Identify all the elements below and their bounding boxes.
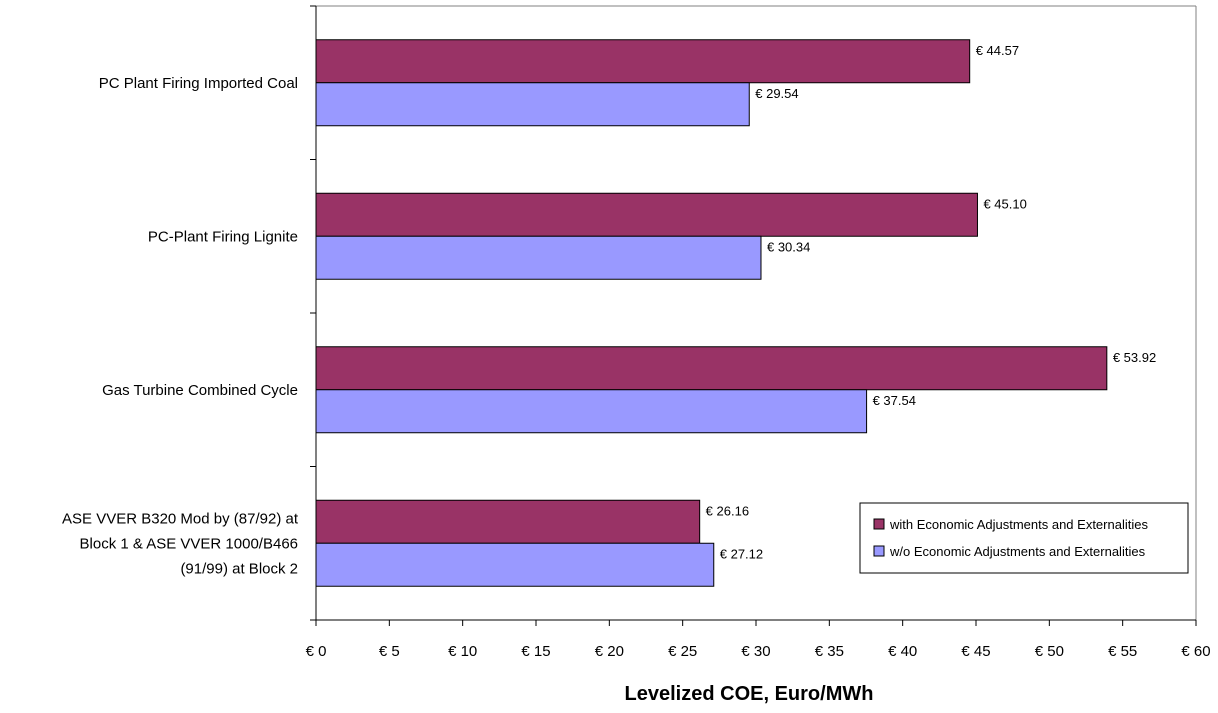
data-label: € 45.10 (983, 196, 1026, 211)
x-tick-label: € 50 (1035, 643, 1064, 660)
category-label-line: (91/99) at Block 2 (180, 560, 298, 577)
data-label: € 37.54 (873, 393, 916, 408)
x-tick-label: € 25 (668, 643, 697, 660)
x-axis-title: Levelized COE, Euro/MWh (625, 683, 874, 705)
category-labels: PC Plant Firing Imported Coal PC-Plant Fi… (62, 75, 299, 578)
legend-swatch (873, 545, 885, 557)
x-tick-label: € 55 (1108, 643, 1137, 660)
category-label: PC-Plant Firing Lignite (148, 228, 298, 245)
legend-entry-label: with Economic Adjustments and Externalit… (889, 517, 1148, 532)
bar-without-adjustments (315, 542, 715, 587)
x-tick-label: € 60 (1181, 643, 1210, 660)
bar-without-adjustments (315, 389, 868, 434)
x-tick-label: € 5 (379, 643, 400, 660)
category-label-line: ASE VVER B320 Mod by (87/92) at (62, 510, 299, 527)
x-tick-label: € 45 (961, 643, 990, 660)
category-label-line: Gas Turbine Combined Cycle (102, 382, 298, 399)
x-tick-label: € 30 (741, 643, 770, 660)
legend: with Economic Adjustments and Externalit… (859, 502, 1189, 574)
bar-with-adjustments (315, 346, 1108, 391)
data-label: € 53.92 (1113, 350, 1156, 365)
data-label: € 44.57 (976, 43, 1019, 58)
category-label: PC Plant Firing Imported Coal (99, 75, 298, 92)
data-label: € 30.34 (767, 239, 810, 254)
category-label: Gas Turbine Combined Cycle (102, 382, 298, 399)
bar-with-adjustments (315, 499, 701, 544)
x-tick-label: € 15 (521, 643, 550, 660)
category-label-line: PC Plant Firing Imported Coal (99, 75, 298, 92)
category-label-line: PC-Plant Firing Lignite (148, 228, 298, 245)
data-label: € 29.54 (755, 86, 798, 101)
legend-swatch (873, 518, 885, 530)
legend-box (859, 502, 1189, 574)
x-tick-label: € 10 (448, 643, 477, 660)
legend-entry-label: w/o Economic Adjustments and Externaliti… (889, 544, 1146, 559)
category-label: ASE VVER B320 Mod by (87/92) at Block 1 &… (62, 510, 299, 577)
x-axis-ticks: € 0 € 5 € 10 € 15 € 20 € 25 € 30 € 35 € 40 € 45 € … (306, 620, 1211, 660)
bar-with-adjustments (315, 192, 978, 237)
bar-with-adjustments (315, 39, 971, 84)
x-tick-label: € 0 (306, 643, 327, 660)
bars: € 44.57 € 29.54 € 45.10 € 30.34 € 53.92 € 37.… (315, 39, 1156, 587)
data-label: € 26.16 (706, 503, 749, 518)
x-tick-label: € 40 (888, 643, 917, 660)
x-tick-label: € 35 (815, 643, 844, 660)
x-tick-label: € 20 (595, 643, 624, 660)
category-label-line: Block 1 & ASE VVER 1000/B466 (80, 535, 298, 552)
bar-without-adjustments (315, 235, 762, 280)
data-label: € 27.12 (720, 546, 763, 561)
bar-without-adjustments (315, 82, 750, 127)
